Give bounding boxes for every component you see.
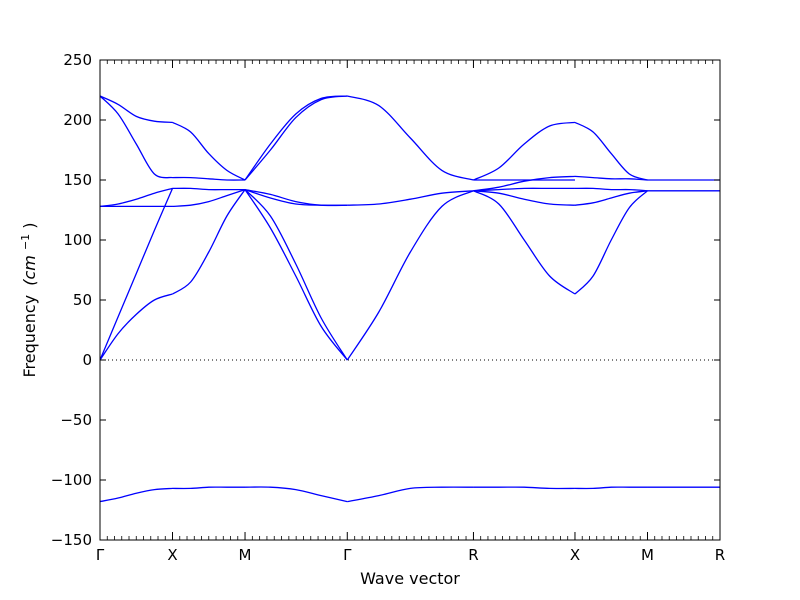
band-line-m-γ-1 xyxy=(244,189,348,361)
x-tick-label: X xyxy=(570,546,580,564)
band-line-x-m-5 xyxy=(172,486,246,490)
band-line-γ-x-4 xyxy=(99,95,173,124)
y-axis-label-unit-exp: −1 xyxy=(19,234,32,250)
band-line-γ-r-2 xyxy=(347,95,474,181)
y-axis-label-unit-close: ) xyxy=(20,222,39,228)
y-axis-label: Frequency (cm −1 ) xyxy=(14,222,39,377)
band-line-x-m-3 xyxy=(172,176,246,181)
y-tick-label: 100 xyxy=(63,231,92,249)
y-tick-label: 250 xyxy=(63,51,92,69)
band-line-γ-x-6 xyxy=(99,487,173,503)
band-line-x-m-1 xyxy=(574,190,648,206)
band-line-r-x-6 xyxy=(473,486,575,490)
band-line-r-x-5 xyxy=(473,121,576,181)
y-axis-label-unit: (cm xyxy=(20,255,39,286)
band-line-r-x-1 xyxy=(473,190,576,206)
band-line-γ-r-1 xyxy=(347,190,474,206)
minor-ticks xyxy=(106,60,714,540)
x-tick-label: R xyxy=(468,546,478,564)
band-line-x-m-0 xyxy=(574,190,648,295)
band-line-x-m-1 xyxy=(172,187,246,191)
band-line-x-m-3 xyxy=(574,175,648,181)
band-line-x-m-4 xyxy=(172,121,246,181)
band-line-m-γ-5 xyxy=(244,95,348,181)
y-tick-label: 200 xyxy=(63,111,92,129)
band-line-γ-r-0 xyxy=(346,190,474,361)
y-tick-label: 0 xyxy=(82,351,92,369)
band-line-γ-x-5 xyxy=(99,95,173,179)
x-tick-label: R xyxy=(715,546,725,564)
band-line-r-x-3 xyxy=(473,175,576,192)
x-tick-label: Γ xyxy=(96,546,105,564)
plot-frame xyxy=(99,59,721,541)
band-line-γ-x-1 xyxy=(99,188,174,361)
band-line-x-m-4 xyxy=(574,121,648,181)
band-line-m-γ-4 xyxy=(244,95,348,181)
band-line-γ-r-3 xyxy=(347,486,474,503)
major-ticks xyxy=(99,59,721,541)
band-line-r-x-2 xyxy=(473,187,575,192)
y-tick-label: −50 xyxy=(60,411,92,429)
x-tick-label: Γ xyxy=(343,546,352,564)
band-line-m-γ-6 xyxy=(245,486,348,503)
y-tick-label: −150 xyxy=(51,531,92,549)
band-lines xyxy=(99,95,720,503)
band-line-γ-x-2 xyxy=(99,187,173,208)
band-line-m-γ-0 xyxy=(244,189,348,361)
y-tick-label: 50 xyxy=(73,291,92,309)
x-tick-label: M xyxy=(239,546,252,564)
x-axis-label: Wave vector xyxy=(360,569,460,588)
band-line-x-m-2 xyxy=(172,188,246,208)
band-line-x-m-5 xyxy=(574,486,648,490)
band-line-m-γ-3 xyxy=(244,188,348,207)
x-tick-label: X xyxy=(167,546,177,564)
y-tick-label: −100 xyxy=(51,471,92,489)
band-line-x-m-2 xyxy=(574,187,648,192)
y-tick-label: 150 xyxy=(63,171,92,189)
y-axis-label-text: Frequency xyxy=(20,295,39,378)
tick-labels: −150 −100 −50 0 50 100 150 200 250 Γ X M Γ R X M R xyxy=(51,51,725,564)
x-tick-label: M xyxy=(641,546,654,564)
band-line-γ-x-0 xyxy=(99,293,173,361)
band-line-x-m-0 xyxy=(172,189,246,295)
band-line-r-x-0 xyxy=(473,190,576,295)
